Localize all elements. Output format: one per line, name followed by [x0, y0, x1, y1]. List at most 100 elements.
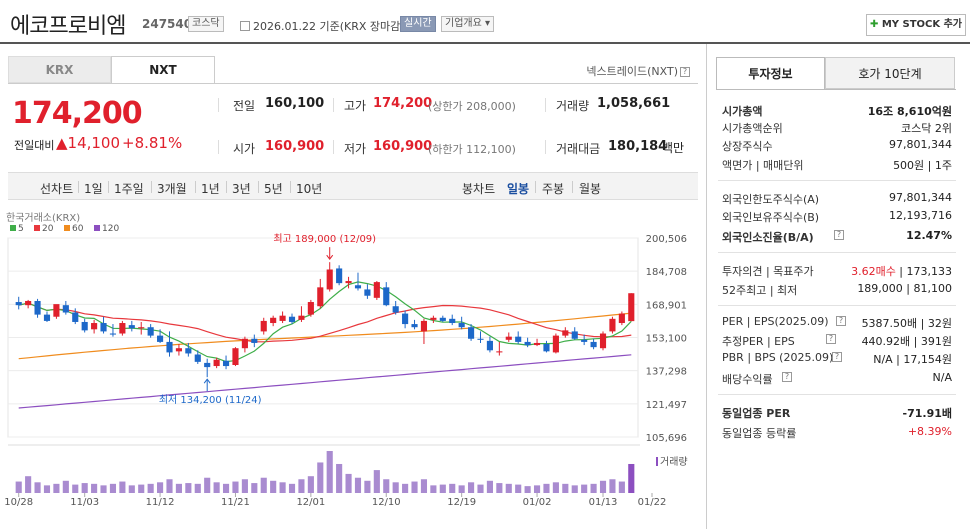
price-chart[interactable]: 한국거래소(KRX) 5 20 60 120 200,506 184,708 168,90…	[0, 205, 700, 529]
candle-down	[354, 285, 362, 289]
volume-bar	[15, 481, 22, 493]
line-chart-button[interactable]: 선차트	[40, 182, 74, 196]
help-icon[interactable]: ?	[836, 316, 846, 326]
candle-down	[251, 338, 258, 343]
candle-down	[439, 317, 446, 321]
info-row-value: N/A | 17,154원	[873, 353, 952, 366]
volume-label: 거래량	[556, 99, 590, 113]
nxt-trade-link[interactable]: 넥스트레이드(NXT)?	[586, 63, 690, 79]
company-info-dropdown[interactable]: 기업개요 ▾	[441, 16, 495, 32]
stock-name: 에코프로비엠	[10, 14, 126, 39]
annotations: 최고 189,000 (12/09) 최저 134,200 (11/24)	[159, 233, 376, 406]
candle-down	[109, 333, 117, 335]
candle-up	[552, 335, 559, 353]
period-1y[interactable]: 1년	[201, 182, 220, 196]
x-tick-label: 11/03	[70, 497, 99, 508]
help-icon[interactable]: ?	[680, 67, 690, 77]
info-row-value: 97,801,344	[889, 191, 952, 204]
period-5y[interactable]: 5년	[264, 182, 283, 196]
amount-unit: 백만	[662, 141, 685, 155]
chart-source: 한국거래소(KRX)	[6, 212, 80, 224]
candle-up	[279, 315, 286, 321]
candle-up	[298, 315, 305, 320]
info-row: 추정PER | EPS? 440.92배 | 391원	[722, 331, 952, 349]
info-row: 상장주식수 97,801,344	[722, 136, 952, 154]
mystock-add-button[interactable]: ✚ MY STOCK 추가	[866, 14, 966, 36]
period-daily[interactable]: 일봉	[507, 182, 530, 196]
y-tick-label: 153,100	[646, 334, 687, 345]
tab-krx[interactable]: KRX	[8, 56, 111, 83]
candle-up	[213, 359, 220, 367]
candle-chart-label[interactable]: 봉차트	[462, 182, 496, 196]
divider	[572, 181, 573, 193]
volume-bar	[562, 483, 569, 493]
plus-icon: ✚	[869, 19, 879, 30]
info-row-value: 5387.50배 | 32원	[861, 317, 952, 330]
stock-code: 247540	[142, 17, 193, 31]
candle-up	[609, 318, 616, 332]
volume-bar	[185, 483, 192, 493]
y-tick-label: 121,497	[646, 400, 687, 411]
info-row-label: 52주최고 | 최저	[722, 284, 798, 297]
volume-bar	[317, 462, 324, 493]
price-grid	[8, 237, 638, 438]
ma20-line	[18, 302, 632, 343]
info-row-label: 추정PER | EPS	[722, 335, 795, 348]
candle-down	[81, 321, 88, 331]
tab-invest-info[interactable]: 투자정보	[716, 57, 825, 89]
candle-up	[420, 320, 428, 332]
period-10y[interactable]: 10년	[296, 182, 323, 196]
x-tick-label: 01/02	[523, 497, 552, 508]
candle-up	[533, 342, 541, 346]
ma-legend: 5 20 60 120	[10, 224, 119, 234]
quote-date: 2026.01.22 기준(KRX 장마감)	[240, 18, 405, 34]
realtime-button[interactable]: 실시간	[400, 16, 436, 32]
period-monthly[interactable]: 월봉	[579, 182, 602, 196]
candle-down	[402, 313, 409, 325]
volume-bar	[222, 483, 230, 493]
period-1w[interactable]: 1주일	[114, 182, 144, 196]
volume-bar	[307, 476, 314, 493]
period-weekly[interactable]: 주봉	[542, 182, 565, 196]
info-row: 52주최고 | 최저 189,000 | 81,100	[722, 280, 952, 298]
candles	[15, 262, 635, 378]
period-3m[interactable]: 3개월	[157, 182, 187, 196]
candle-down	[477, 338, 484, 340]
x-tick-label: 12/01	[296, 497, 325, 508]
volume-bar	[232, 481, 239, 493]
volume-bar	[213, 482, 220, 493]
tab-order-book[interactable]: 호가 10단계	[825, 57, 955, 89]
divider	[151, 181, 152, 193]
help-icon[interactable]: ?	[832, 352, 842, 362]
info-row: 동일업종 등락률 +8.39%	[722, 423, 952, 441]
ma-legend-swatch	[10, 225, 16, 231]
ma120-line	[18, 354, 632, 409]
candle-up	[270, 317, 277, 324]
candle-down	[15, 302, 22, 306]
volume-bar	[81, 483, 88, 493]
candle-up	[345, 281, 352, 284]
tab-nxt[interactable]: NXT	[111, 56, 215, 83]
ma60-line	[18, 312, 632, 360]
candle-down	[458, 323, 465, 328]
chevron-down-icon: ▾	[485, 18, 491, 29]
open-label: 시가	[233, 142, 256, 156]
help-icon[interactable]: ?	[782, 372, 792, 382]
volume-bar	[496, 483, 503, 493]
help-icon[interactable]: ?	[826, 334, 836, 344]
period-1d[interactable]: 1일	[84, 182, 103, 196]
candle-up	[562, 330, 569, 336]
volume-bar	[91, 483, 98, 493]
panel-divider	[706, 44, 707, 529]
help-icon[interactable]: ?	[834, 230, 844, 240]
volume-bar	[420, 479, 428, 493]
candle-down	[43, 314, 51, 321]
volume-bar	[430, 485, 437, 493]
info-row: PER | EPS(2025.09)? 5387.50배 | 32원	[722, 313, 952, 331]
candle-down	[468, 327, 475, 339]
divider	[535, 181, 536, 193]
period-3y[interactable]: 3년	[232, 182, 251, 196]
y-tick-label: 168,901	[646, 300, 687, 311]
prev-label: 전일	[233, 99, 256, 113]
candle-up	[91, 323, 98, 330]
